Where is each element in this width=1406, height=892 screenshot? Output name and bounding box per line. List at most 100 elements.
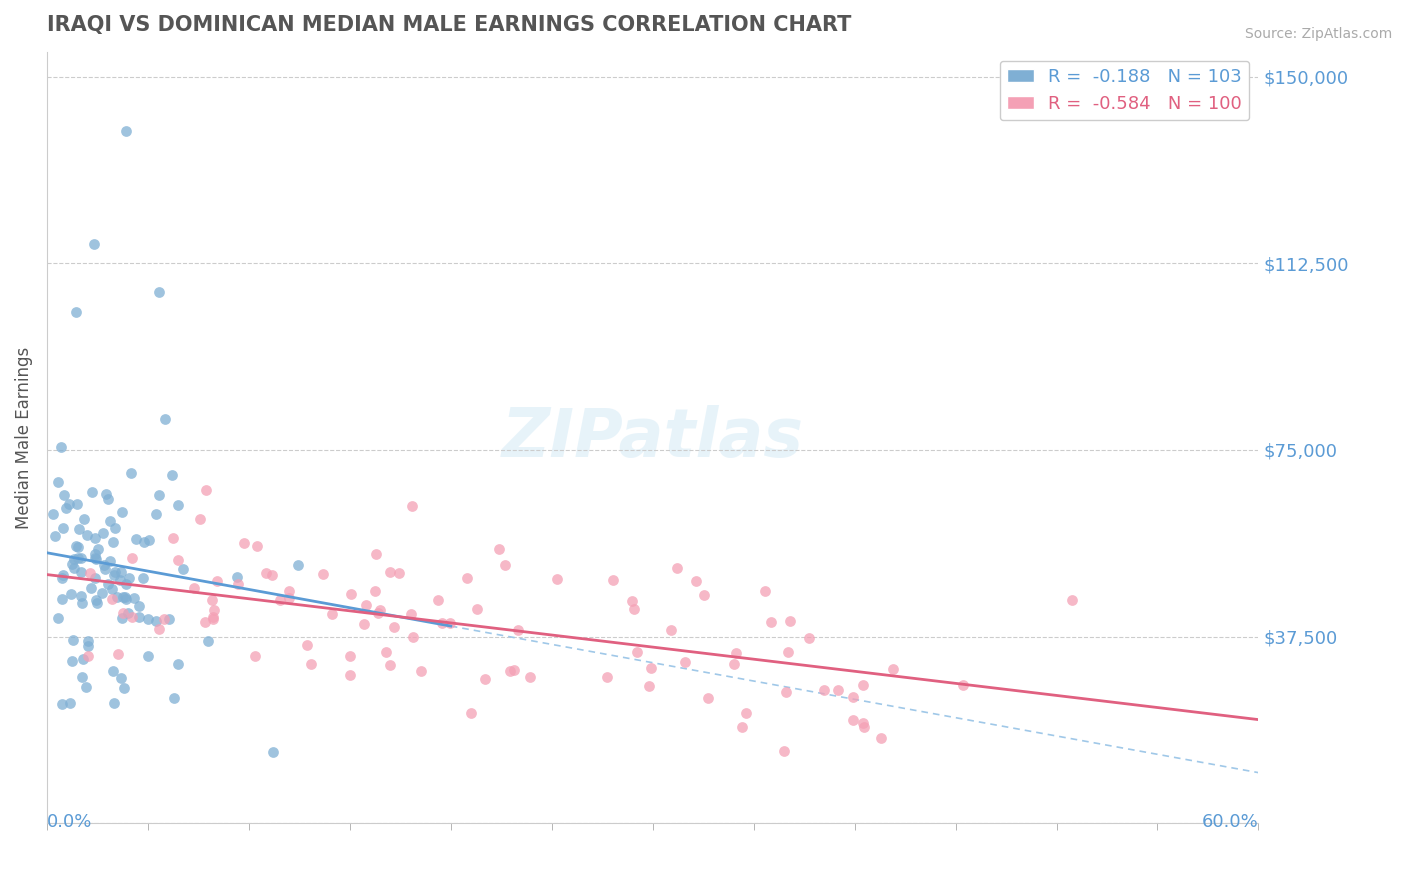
Point: [148, 285, 170, 300]
Point: [620, 594, 643, 608]
Point: [101, 592, 124, 607]
Point: [107, 647, 129, 661]
Point: [776, 645, 799, 659]
Point: [65, 539, 87, 553]
Point: [104, 521, 127, 535]
Point: [104, 565, 127, 579]
Point: [364, 584, 387, 599]
Point: [254, 566, 277, 581]
Point: [51, 571, 73, 585]
Point: [110, 565, 132, 579]
Point: [759, 615, 782, 630]
Point: [842, 713, 865, 727]
Text: 60.0%: 60.0%: [1202, 814, 1258, 831]
Point: [321, 607, 343, 622]
Point: [232, 536, 254, 550]
Point: [132, 571, 155, 585]
Point: [439, 615, 461, 630]
Point: [852, 715, 875, 730]
Point: [58, 497, 80, 511]
Point: [852, 678, 875, 692]
Point: [370, 602, 392, 616]
Point: [70, 670, 93, 684]
Point: [723, 657, 745, 672]
Point: [226, 570, 249, 584]
Point: [111, 590, 134, 604]
Point: [197, 634, 219, 648]
Point: [114, 590, 136, 604]
Point: [474, 672, 496, 686]
Point: [388, 566, 411, 581]
Point: [136, 648, 159, 663]
Point: [827, 682, 849, 697]
Point: [882, 662, 904, 676]
Legend: R =  -0.188   N = 103, R =  -0.584   N = 100: R = -0.188 N = 103, R = -0.584 N = 100: [1000, 61, 1250, 120]
Point: [194, 615, 217, 629]
Point: [340, 587, 363, 601]
Point: [103, 697, 125, 711]
Point: [72, 596, 94, 610]
Point: [160, 467, 183, 482]
Point: [148, 622, 170, 636]
Point: [46, 475, 69, 490]
Point: [1060, 593, 1083, 607]
Point: [799, 631, 821, 645]
Point: [623, 602, 645, 616]
Point: [86, 596, 108, 610]
Point: [117, 606, 139, 620]
Y-axis label: Median Male Earnings: Median Male Earnings: [15, 346, 32, 529]
Point: [685, 574, 707, 588]
Point: [87, 542, 110, 557]
Point: [101, 582, 124, 596]
Point: [246, 539, 269, 553]
Point: [339, 668, 361, 682]
Point: [460, 706, 482, 720]
Point: [638, 679, 661, 693]
Point: [278, 584, 301, 599]
Point: [167, 498, 190, 512]
Point: [153, 412, 176, 426]
Point: [202, 603, 225, 617]
Point: [675, 655, 697, 669]
Point: [75, 680, 97, 694]
Point: [378, 658, 401, 673]
Text: 0.0%: 0.0%: [46, 814, 93, 831]
Point: [86, 592, 108, 607]
Point: [111, 611, 134, 625]
Point: [59, 587, 82, 601]
Point: [842, 690, 865, 704]
Point: [62, 632, 84, 647]
Point: [77, 633, 100, 648]
Point: [120, 467, 142, 481]
Point: [121, 550, 143, 565]
Point: [65, 497, 87, 511]
Point: [51, 592, 73, 607]
Point: [245, 649, 267, 664]
Point: [105, 590, 128, 604]
Point: [226, 576, 249, 591]
Point: [145, 508, 167, 522]
Point: [356, 598, 378, 612]
Point: [775, 685, 797, 699]
Point: [53, 488, 76, 502]
Point: [84, 531, 107, 545]
Point: [205, 574, 228, 589]
Point: [114, 591, 136, 606]
Point: [163, 690, 186, 705]
Point: [339, 648, 361, 663]
Point: [67, 540, 90, 554]
Point: [666, 560, 689, 574]
Point: [260, 567, 283, 582]
Point: [77, 639, 100, 653]
Text: ZIPatlas: ZIPatlas: [502, 405, 804, 471]
Point: [183, 581, 205, 595]
Point: [115, 124, 138, 138]
Point: [188, 512, 211, 526]
Point: [465, 602, 488, 616]
Point: [157, 612, 180, 626]
Point: [55, 501, 77, 516]
Point: [93, 558, 115, 573]
Point: [506, 623, 529, 637]
Point: [853, 720, 876, 734]
Point: [546, 572, 568, 586]
